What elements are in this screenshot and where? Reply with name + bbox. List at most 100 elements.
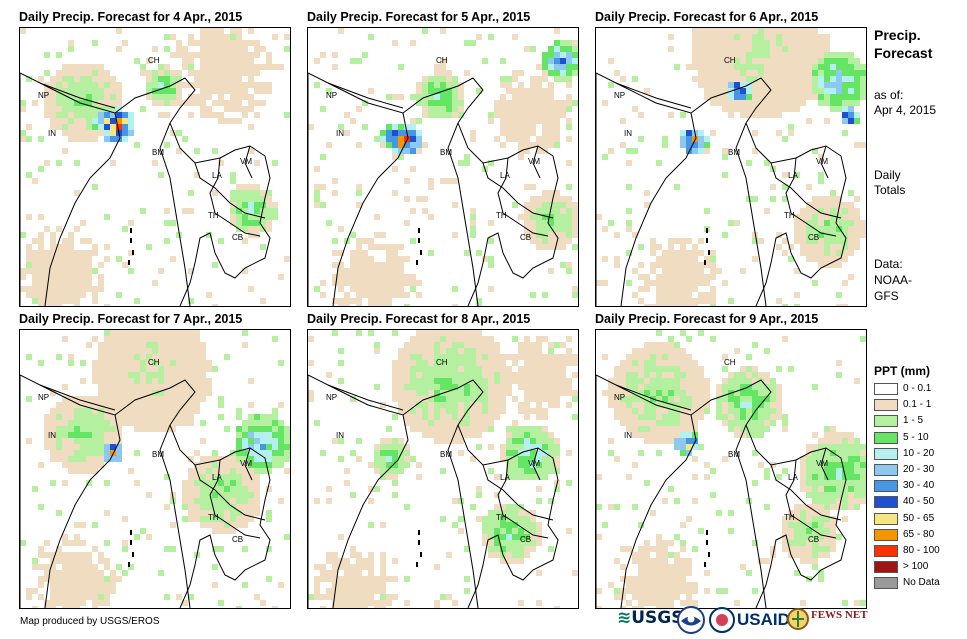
forecast-panel-apr7: Daily Precip. Forecast for 7 Apr., 2015 … bbox=[19, 310, 309, 610]
legend-title: PPT (mm) bbox=[874, 364, 931, 378]
country-label: LA bbox=[788, 171, 798, 180]
precip-map: CH NP IN BM LA VM TH CB bbox=[307, 27, 579, 307]
usgs-logo: ≋USGS bbox=[617, 608, 684, 628]
panel-title: Daily Precip. Forecast for 8 Apr., 2015 bbox=[307, 312, 531, 326]
usaid-seal bbox=[709, 606, 735, 634]
country-label: NP bbox=[38, 91, 49, 100]
legend-swatch bbox=[874, 528, 898, 541]
legend-label: 0 - 0.1 bbox=[903, 383, 932, 394]
totals-line1: Daily bbox=[874, 168, 901, 182]
sidebar-title-line2: Forecast bbox=[874, 45, 933, 61]
country-label: TH bbox=[208, 513, 219, 522]
data-source-line2: NOAA- bbox=[874, 273, 913, 287]
noaa-logo bbox=[677, 606, 705, 634]
legend-swatch bbox=[874, 431, 898, 444]
panel-title: Daily Precip. Forecast for 9 Apr., 2015 bbox=[595, 312, 819, 326]
country-label: IN bbox=[624, 431, 632, 440]
data-source-line1: Data: bbox=[874, 257, 903, 271]
country-label: NP bbox=[614, 91, 625, 100]
country-label: LA bbox=[788, 473, 798, 482]
legend-swatch bbox=[874, 545, 898, 557]
usaid-logo: USAID bbox=[737, 610, 790, 629]
country-label: BM bbox=[728, 148, 740, 157]
legend-label: 30 - 40 bbox=[903, 480, 935, 492]
legend-swatch bbox=[874, 383, 898, 395]
map-canvas: CH NP IN BM LA VM TH CB bbox=[20, 28, 290, 306]
country-label: NP bbox=[326, 393, 337, 402]
legend-swatch bbox=[874, 399, 898, 412]
country-label: LA bbox=[212, 473, 222, 482]
country-label: BM bbox=[152, 450, 164, 459]
forecast-panel-apr6: Daily Precip. Forecast for 6 Apr., 2015 … bbox=[595, 8, 885, 308]
precip-map: CH NP IN BM LA VM TH CB bbox=[595, 329, 867, 609]
country-label: VM bbox=[240, 157, 252, 166]
legend-label: 0.1 - 1 bbox=[903, 399, 932, 411]
country-label: CH bbox=[724, 56, 736, 65]
map-credit: Map produced by USGS/EROS bbox=[20, 616, 160, 627]
country-label: LA bbox=[500, 473, 510, 482]
precip-map: CH NP IN BM LA VM TH CB bbox=[307, 329, 579, 609]
legend-swatch bbox=[874, 577, 898, 590]
country-label: LA bbox=[212, 171, 222, 180]
country-label: CB bbox=[520, 233, 531, 242]
legend-label: 40 - 50 bbox=[903, 496, 935, 508]
panel-title: Daily Precip. Forecast for 6 Apr., 2015 bbox=[595, 10, 819, 24]
precip-map: CH NP IN BM LA VM TH CB bbox=[595, 27, 867, 307]
map-canvas: CH NP IN BM LA VM TH CB bbox=[20, 330, 290, 608]
country-label: IN bbox=[624, 129, 632, 138]
country-label: TH bbox=[208, 211, 219, 220]
legend-label: 20 - 30 bbox=[903, 464, 935, 475]
forecast-panel-apr4: Daily Precip. Forecast for 4 Apr., 2015 … bbox=[19, 8, 309, 308]
country-label: CB bbox=[520, 535, 531, 544]
country-label: IN bbox=[48, 129, 56, 138]
country-label: VM bbox=[816, 459, 828, 468]
map-canvas: CH NP IN BM LA VM TH CB bbox=[596, 330, 866, 608]
legend-swatch bbox=[874, 512, 898, 525]
map-canvas: CH NP IN BM LA VM TH CB bbox=[308, 28, 578, 306]
fewsnet-text: FEWS NET bbox=[811, 609, 868, 621]
panel-title: Daily Precip. Forecast for 5 Apr., 2015 bbox=[307, 10, 531, 24]
country-label: BM bbox=[728, 450, 740, 459]
asof-date: Apr 4, 2015 bbox=[874, 103, 937, 117]
forecast-panel-apr8: Daily Precip. Forecast for 8 Apr., 2015 … bbox=[307, 310, 597, 610]
country-label: BM bbox=[440, 148, 452, 157]
legend-label: 10 - 20 bbox=[903, 447, 935, 459]
legend-swatch bbox=[874, 464, 898, 476]
country-label: VM bbox=[240, 459, 252, 468]
country-label: CH bbox=[148, 358, 160, 367]
country-label: BM bbox=[152, 148, 164, 157]
country-label: BM bbox=[440, 450, 452, 459]
legend-swatch bbox=[874, 447, 898, 460]
sidebar-title-line1: Precip. bbox=[874, 27, 921, 43]
country-label: CH bbox=[724, 358, 736, 367]
country-label: NP bbox=[326, 91, 337, 100]
legend-swatch bbox=[874, 496, 898, 509]
country-label: VM bbox=[528, 157, 540, 166]
forecast-panel-apr9: Daily Precip. Forecast for 9 Apr., 2015 … bbox=[595, 310, 885, 610]
country-label: CH bbox=[436, 56, 448, 65]
legend-label: 80 - 100 bbox=[903, 545, 940, 556]
precip-map: CH NP IN BM LA VM TH CB bbox=[19, 329, 291, 609]
legend-swatch bbox=[874, 415, 898, 428]
country-label: TH bbox=[784, 513, 795, 522]
totals-line2: Totals bbox=[874, 183, 906, 197]
country-label: CB bbox=[808, 233, 819, 242]
country-label: VM bbox=[528, 459, 540, 468]
country-label: TH bbox=[496, 211, 507, 220]
country-label: TH bbox=[784, 211, 795, 220]
panel-title: Daily Precip. Forecast for 4 Apr., 2015 bbox=[19, 10, 243, 24]
country-label: CH bbox=[148, 56, 160, 65]
legend-label: 65 - 80 bbox=[903, 528, 935, 540]
legend-label: No Data bbox=[903, 577, 940, 589]
country-label: CH bbox=[436, 358, 448, 367]
country-label: CB bbox=[232, 233, 243, 242]
legend-label: > 100 bbox=[903, 561, 929, 573]
country-label: IN bbox=[336, 129, 344, 138]
legend-label: 1 - 5 bbox=[903, 415, 924, 427]
legend-label: 5 - 10 bbox=[903, 431, 929, 443]
country-label: TH bbox=[496, 513, 507, 522]
asof-label: as of: bbox=[874, 88, 904, 102]
country-label: NP bbox=[38, 393, 49, 402]
country-label: LA bbox=[500, 171, 510, 180]
country-label: IN bbox=[336, 431, 344, 440]
